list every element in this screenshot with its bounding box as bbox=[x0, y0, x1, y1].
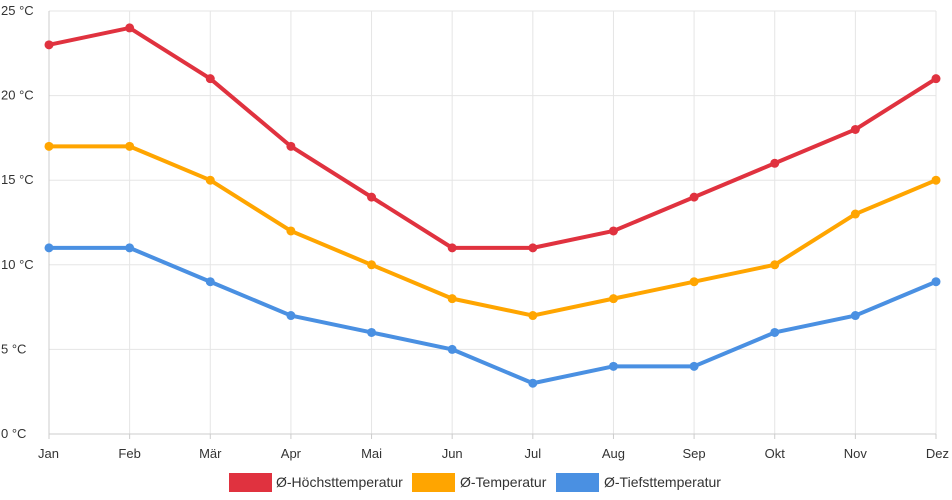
data-point bbox=[125, 243, 135, 253]
data-point bbox=[44, 243, 54, 253]
series-2 bbox=[44, 243, 941, 388]
legend-label: Ø-Höchsttemperatur bbox=[276, 474, 403, 490]
y-tick-label: 20 °C bbox=[1, 88, 34, 103]
data-point bbox=[286, 226, 296, 236]
data-point bbox=[205, 175, 215, 185]
data-point bbox=[608, 361, 618, 371]
data-point bbox=[689, 192, 699, 202]
x-tick-label: Nov bbox=[844, 446, 868, 461]
legend: Ø-Höchsttemperatur Ø-Temperatur Ø-Tiefstte… bbox=[229, 473, 721, 492]
legend-label: Ø-Temperatur bbox=[460, 474, 547, 490]
y-tick-label: 15 °C bbox=[1, 172, 34, 187]
x-tick-label: Jun bbox=[442, 446, 463, 461]
data-point bbox=[931, 277, 941, 287]
data-point bbox=[367, 192, 377, 202]
data-point bbox=[367, 327, 377, 337]
x-tick-label: Jan bbox=[38, 446, 59, 461]
legend-swatch bbox=[556, 473, 599, 492]
data-point bbox=[689, 361, 699, 371]
legend-swatch bbox=[229, 473, 272, 492]
data-point bbox=[205, 277, 215, 287]
data-point bbox=[608, 294, 618, 304]
x-tick-label: Okt bbox=[765, 446, 786, 461]
data-point bbox=[850, 124, 860, 134]
data-point bbox=[770, 260, 780, 270]
grid-layer bbox=[48, 10, 937, 435]
series-line bbox=[47, 25, 938, 250]
data-point bbox=[770, 158, 780, 168]
legend-swatch bbox=[412, 473, 455, 492]
y-tick-label: 0 °C bbox=[1, 426, 26, 441]
y-tick-label: 10 °C bbox=[1, 257, 34, 272]
data-point bbox=[528, 378, 538, 388]
y-tick-label: 5 °C bbox=[1, 341, 26, 356]
series-layer bbox=[44, 23, 941, 388]
legend-label: Ø-Tiefsttemperatur bbox=[604, 474, 721, 490]
x-tick-label: Mär bbox=[199, 446, 222, 461]
series-line bbox=[47, 245, 938, 386]
legend-item-2: Ø-Tiefsttemperatur bbox=[556, 473, 721, 492]
data-point bbox=[286, 311, 296, 321]
data-point bbox=[286, 141, 296, 151]
x-tick-label: Mai bbox=[361, 446, 382, 461]
x-tick-label: Sep bbox=[683, 446, 706, 461]
data-point bbox=[850, 209, 860, 219]
data-point bbox=[931, 175, 941, 185]
data-point bbox=[931, 74, 941, 84]
data-point bbox=[447, 243, 457, 253]
series-1 bbox=[44, 141, 941, 321]
data-point bbox=[528, 311, 538, 321]
data-point bbox=[447, 294, 457, 304]
x-tick-label: Feb bbox=[118, 446, 140, 461]
data-point bbox=[689, 277, 699, 287]
x-tick-label: Jul bbox=[525, 446, 542, 461]
x-tick-label: Dez bbox=[926, 446, 949, 461]
axis-layer: 0 °C 5 °C 10 °C 15 °C 20 °C 25 °C Jan Feb Mär Apr… bbox=[1, 3, 949, 461]
data-point bbox=[528, 243, 538, 253]
y-tick-label: 25 °C bbox=[1, 3, 34, 18]
legend-item-1: Ø-Temperatur bbox=[412, 473, 547, 492]
data-point bbox=[44, 40, 54, 50]
data-point bbox=[447, 344, 457, 354]
data-point bbox=[367, 260, 377, 270]
series-0 bbox=[44, 23, 941, 253]
data-point bbox=[608, 226, 618, 236]
x-tick-label: Apr bbox=[281, 446, 302, 461]
data-point bbox=[125, 141, 135, 151]
data-point bbox=[44, 141, 54, 151]
data-point bbox=[850, 311, 860, 321]
x-tick-label: Aug bbox=[602, 446, 625, 461]
data-point bbox=[205, 74, 215, 84]
series-line bbox=[47, 144, 938, 318]
data-point bbox=[125, 23, 135, 33]
legend-item-0: Ø-Höchsttemperatur bbox=[229, 473, 403, 492]
data-point bbox=[770, 327, 780, 337]
